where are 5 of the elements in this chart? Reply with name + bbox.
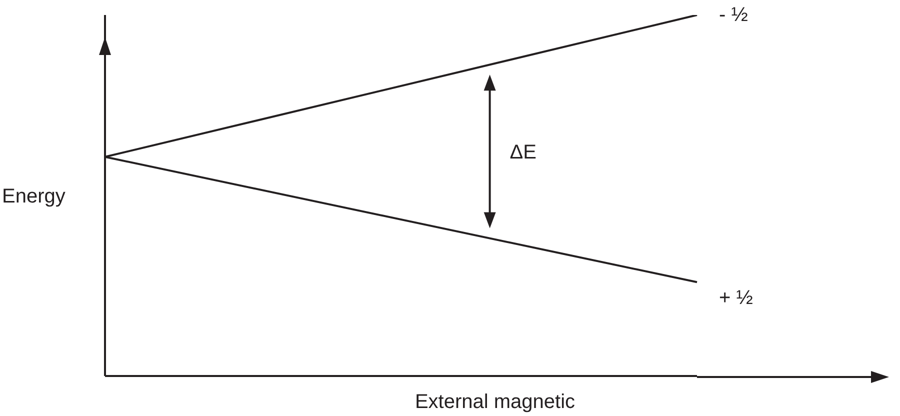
series-label: + ½ [719, 287, 754, 310]
y-axis-title: Energy [2, 186, 66, 208]
annotation: ΔE [510, 141, 537, 164]
x-axis-title: External magnetic [414, 391, 576, 413]
series-label: - ½ [719, 4, 748, 26]
